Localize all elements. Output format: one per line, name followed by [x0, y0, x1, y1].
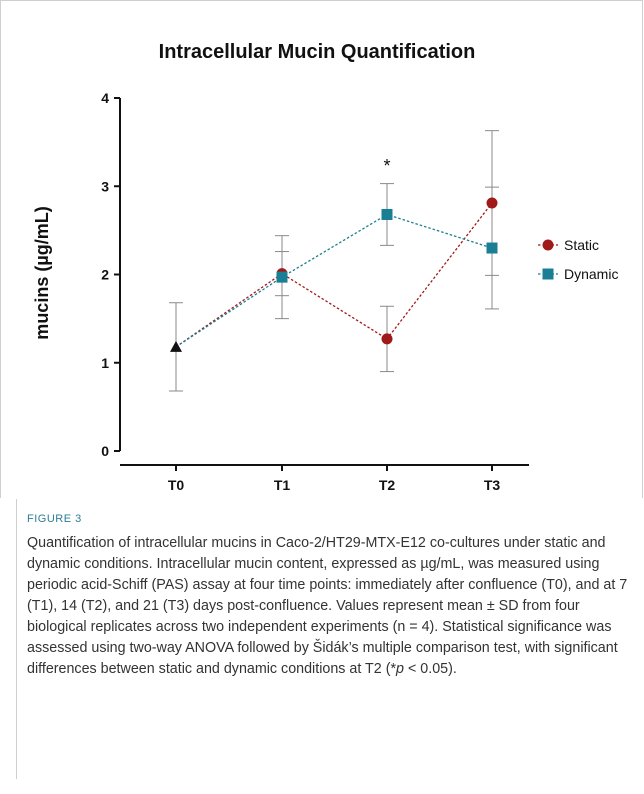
y-tick-label: 4 — [101, 90, 109, 106]
data-point-dynamic — [276, 271, 288, 283]
y-tick-label: 2 — [101, 267, 109, 283]
figure-caption: FIGURE 3 Quantification of intracellular… — [16, 499, 631, 779]
series-line-dynamic — [175, 213, 493, 348]
figure-panel: Intracellular Mucin Quantification mucin… — [0, 0, 643, 498]
x-tick-label: T3 — [484, 477, 501, 493]
legend-label-dynamic: Dynamic — [564, 266, 618, 282]
chart-title: Intracellular Mucin Quantification — [159, 41, 476, 63]
y-axis-label: mucins (µg/mL) — [32, 206, 52, 339]
caption-label: FIGURE 3 — [27, 513, 82, 525]
caption-text: Quantification of intracellular mucins i… — [27, 533, 632, 680]
chart: Intracellular Mucin Quantification mucin… — [32, 41, 618, 493]
caption-end: < 0.05). — [403, 661, 457, 677]
y-tick-label: 3 — [101, 178, 109, 194]
data-point-baseline — [170, 340, 182, 352]
significance-marker: * — [383, 156, 390, 176]
legend-marker-static — [542, 239, 554, 251]
y-tick-label: 0 — [101, 443, 109, 459]
y-tick-label: 1 — [101, 355, 109, 371]
caption-p-symbol: p — [396, 661, 404, 677]
x-tick-label: T1 — [274, 477, 291, 493]
legend-label-static: Static — [564, 237, 599, 253]
series-line-static — [175, 202, 493, 348]
caption-body: Quantification of intracellular mucins i… — [27, 535, 628, 677]
data-point-dynamic — [486, 242, 498, 254]
x-tick-label: T0 — [168, 477, 185, 493]
legend-marker-dynamic — [542, 268, 554, 280]
data-point-static — [381, 333, 393, 345]
data-point-dynamic — [381, 208, 393, 220]
x-tick-label: T2 — [379, 477, 396, 493]
data-point-static — [486, 197, 498, 209]
